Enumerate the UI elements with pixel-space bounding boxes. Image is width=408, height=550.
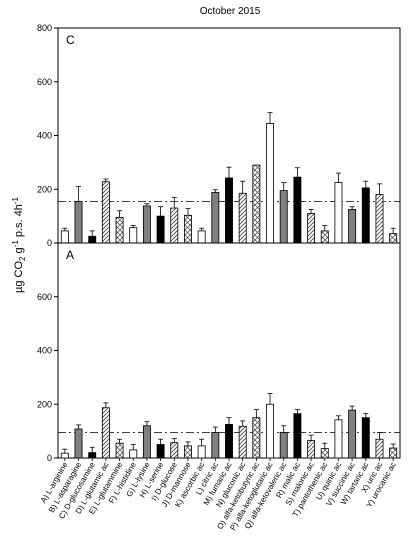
bar	[361, 417, 370, 459]
bar	[348, 209, 357, 244]
y-axis-label-sup2: -1	[11, 196, 20, 204]
bar	[389, 233, 398, 244]
bar	[184, 214, 192, 244]
bar	[88, 452, 97, 459]
bar	[74, 428, 83, 459]
bar	[334, 182, 343, 244]
panel-letter: A	[66, 248, 74, 262]
y-tick-label: 400	[37, 131, 52, 141]
bar	[197, 230, 206, 244]
bar	[184, 445, 192, 459]
bar	[129, 449, 138, 459]
y-tick-label: 400	[37, 346, 52, 356]
bar	[320, 230, 329, 244]
y-axis-label-sup1: -1	[11, 240, 20, 248]
bar	[115, 442, 124, 459]
y-axis-label-mid: g	[13, 247, 25, 256]
bar	[307, 213, 316, 244]
bar	[307, 440, 316, 459]
figure-title: October 2015	[200, 6, 261, 17]
bar	[211, 432, 220, 459]
y-axis-label: µg CO2 g-1 p.s. 4h-1	[11, 196, 27, 293]
bar	[279, 190, 288, 244]
bar	[293, 176, 302, 244]
panel-letter: C	[66, 33, 75, 47]
y-axis-label-mid2: p.s. 4h	[13, 204, 25, 240]
bar	[252, 164, 261, 244]
bar	[101, 181, 110, 244]
bar	[238, 192, 247, 244]
bar	[197, 445, 206, 459]
y-tick-label: 800	[37, 23, 52, 33]
y-tick-label: 600	[37, 77, 52, 87]
bar	[170, 442, 179, 459]
bar	[156, 444, 165, 459]
bar	[375, 194, 384, 244]
bar	[211, 192, 220, 244]
bar	[225, 424, 233, 459]
bar	[129, 227, 138, 244]
y-tick-label: 200	[37, 184, 52, 194]
bar	[334, 419, 343, 459]
bar	[60, 452, 69, 459]
bar	[266, 123, 274, 244]
panel-c: C 0 200 400 600 800	[37, 23, 401, 248]
bar	[266, 403, 274, 459]
bar	[225, 177, 233, 244]
bar	[293, 413, 302, 459]
bar	[252, 417, 261, 459]
panel-a: A 0 200 400 600	[37, 242, 401, 463]
bar	[170, 207, 179, 244]
bar	[156, 215, 165, 244]
y-axis-label-main: µg CO	[13, 261, 25, 293]
y-tick-label: 0	[47, 238, 52, 248]
bar	[361, 187, 370, 244]
bar	[142, 425, 151, 459]
bar	[88, 235, 97, 244]
y-axis-label-sub: 2	[18, 256, 27, 261]
bar	[320, 448, 329, 459]
bar	[101, 407, 110, 459]
bar	[238, 425, 247, 459]
bar	[74, 200, 83, 244]
bar	[279, 432, 288, 459]
y-tick-label: 200	[37, 399, 52, 409]
bar	[348, 409, 357, 459]
bar	[142, 205, 151, 244]
y-tick-label: 600	[37, 292, 52, 302]
bar	[115, 217, 124, 244]
bar	[60, 230, 69, 244]
bar	[375, 438, 384, 459]
y-tick-label: 0	[47, 453, 52, 463]
bar	[389, 447, 398, 459]
